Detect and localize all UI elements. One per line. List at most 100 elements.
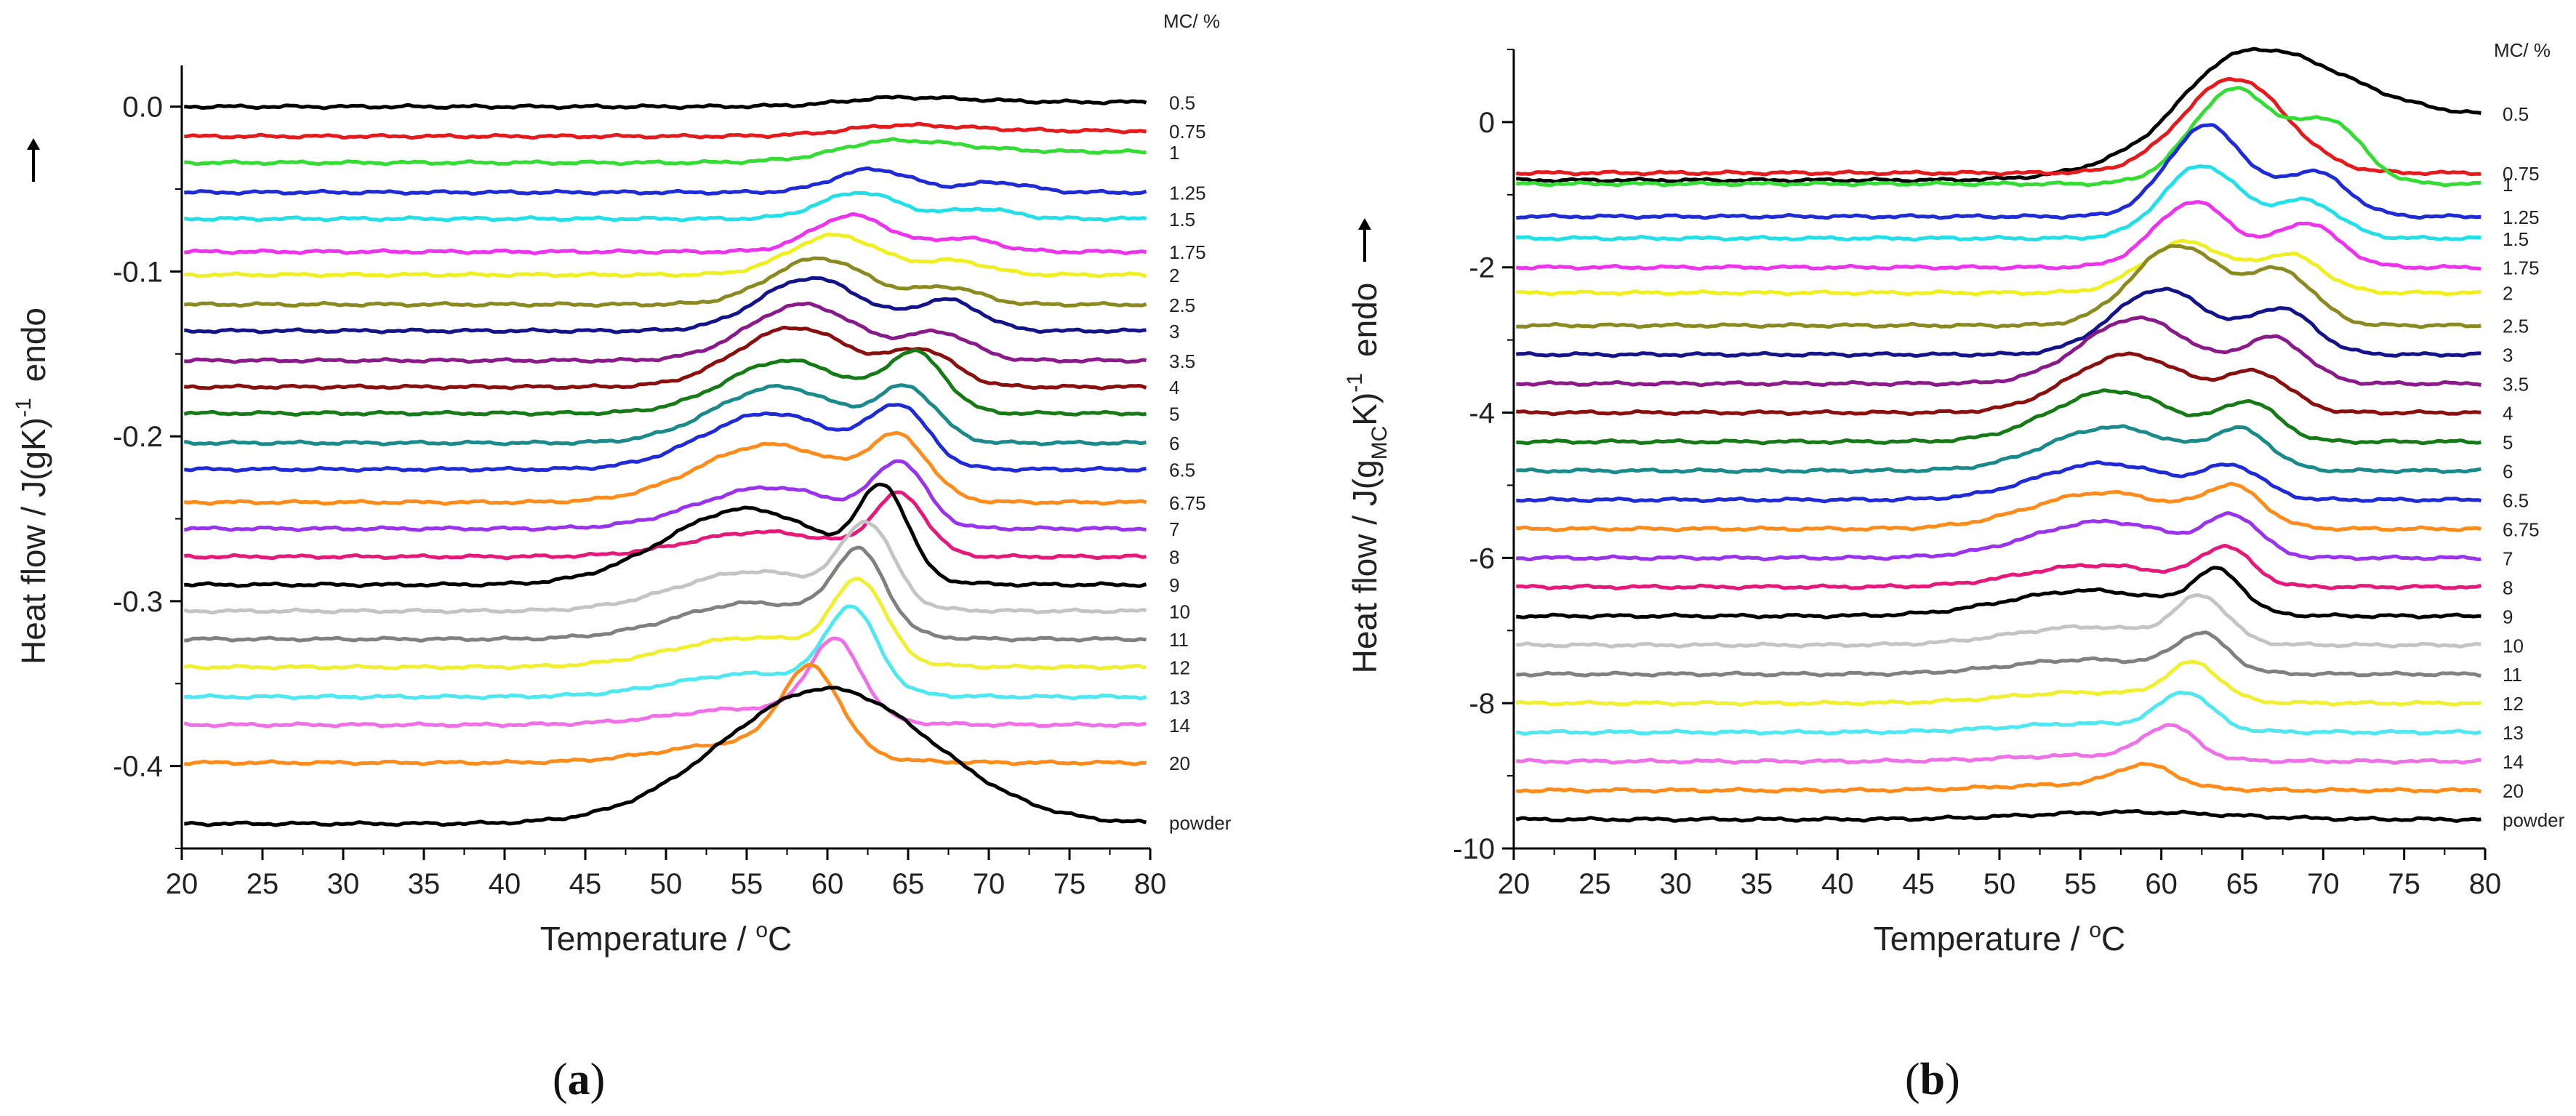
series-line-3: [1515, 286, 2481, 358]
y-axis-label-mid: K): [1346, 393, 1384, 426]
series-line-12: [183, 577, 1147, 671]
series-label: 1: [1169, 142, 1179, 164]
series-line-7: [1516, 511, 2481, 562]
series-line-20: [183, 662, 1147, 766]
series-line-5: [1516, 388, 2481, 446]
x-axis-label-sup: o: [2089, 918, 2101, 942]
series-label: 6.75: [1169, 492, 1206, 514]
x-axis-label-sup: o: [755, 918, 768, 942]
series-line-5: [183, 348, 1147, 417]
series-line-8: [1516, 544, 2482, 591]
series-label: 12: [1169, 657, 1190, 679]
series-label: 6: [1169, 433, 1179, 454]
x-tick-label: 45: [1902, 868, 1935, 900]
y-axis-label-sub: MC: [1368, 426, 1392, 460]
series-label: 5: [1169, 403, 1179, 425]
series-line-3.5: [1516, 315, 2482, 388]
y-axis-label-main: Heat flow / J(g: [1346, 459, 1384, 673]
x-tick-label: 60: [2145, 868, 2178, 900]
series-line-6.75: [1516, 481, 2481, 533]
series-line-0.5: [1516, 47, 2481, 184]
series-label: 1.25: [1169, 182, 1206, 204]
x-tick-label: 40: [1821, 868, 1854, 900]
series-label: 3.5: [1169, 350, 1195, 372]
x-tick-label: 30: [1659, 868, 1692, 900]
series-label: 11: [2503, 664, 2522, 686]
x-tick-label: 50: [1983, 868, 2016, 900]
series-label: 2.5: [2503, 316, 2529, 337]
series-label: 6.5: [1169, 459, 1195, 481]
series-line-13: [1516, 690, 2481, 736]
panel-b: 20 25 30 35 40 45 50 55 60 65 70 75 800-2-4-6-8-10Te…: [1343, 39, 2565, 1104]
panel-a: 20 25 30 35 40 45 50 55 60 65 70 75 800.0-0.1-0.2-0.…: [12, 10, 1232, 1104]
x-tick-label: 45: [569, 868, 602, 900]
series-label: 5: [2503, 432, 2513, 454]
series-line-powder: [1515, 808, 2481, 823]
y-axis-label-main: Heat flow / J(gK): [15, 417, 52, 665]
series-line-11: [1516, 630, 2481, 678]
series-line-6.75: [183, 430, 1147, 506]
x-tick-label: 75: [2388, 868, 2420, 900]
series-label: 1.75: [2503, 257, 2540, 279]
x-axis-label-unit: C: [768, 920, 792, 958]
endo-arrow-icon: [1358, 218, 1371, 230]
series-label: 0.75: [2503, 163, 2540, 185]
y-tick-label: -0.3: [113, 586, 163, 618]
series-line-10: [183, 519, 1147, 615]
series-line-0.5: [184, 95, 1147, 111]
y-axis-label-endo: endo: [1346, 283, 1384, 357]
x-tick-label: 75: [1054, 868, 1086, 900]
series-line-3: [184, 276, 1147, 334]
x-axis-label-unit: C: [2101, 920, 2125, 958]
series-label: 6.5: [2503, 489, 2529, 511]
series-label: 3: [2503, 345, 2513, 366]
series-line-powder: [184, 686, 1147, 827]
series-label: 13: [1169, 686, 1190, 708]
series-label: 14: [1169, 715, 1190, 736]
y-tick-label: -0.2: [113, 421, 163, 453]
series-label: powder: [2503, 809, 2565, 831]
series-line-7: [184, 459, 1147, 532]
series-label: 0.75: [1169, 121, 1206, 142]
series-line-0.75: [1515, 77, 2481, 177]
series-label: 8: [1169, 547, 1179, 569]
series-line-3.5: [184, 301, 1147, 364]
series-label: 20: [2503, 780, 2524, 802]
x-axis-label-main: Temperature /: [1874, 920, 2090, 958]
series-line-13: [183, 604, 1147, 701]
series-label: 6.75: [2503, 518, 2540, 540]
x-tick-label: 70: [973, 868, 1006, 900]
legend-title: MC/ %: [1163, 10, 1220, 32]
y-tick-label: 0: [1479, 107, 1495, 139]
series-line-1: [184, 137, 1147, 166]
y-axis-label-sup: -1: [12, 398, 36, 417]
series-line-2: [1515, 238, 2481, 297]
y-tick-label: 0.0: [122, 92, 163, 124]
series-line-0.75: [184, 121, 1147, 140]
series-label: 3: [1169, 321, 1179, 342]
series-label: 6: [2503, 460, 2513, 482]
series-label: 11: [1169, 629, 1189, 651]
y-axis-label-sup: -1: [1343, 373, 1367, 393]
series-label: 9: [1169, 574, 1179, 596]
series-label: 13: [2503, 722, 2524, 744]
series-line-2.5: [183, 256, 1147, 308]
x-axis-label: Temperature / oC: [1874, 918, 2126, 958]
x-tick-label: 55: [731, 868, 763, 900]
series-label: 10: [1169, 601, 1190, 622]
series-line-2.5: [1516, 244, 2481, 329]
series-label: 10: [2503, 635, 2524, 657]
series-label: 20: [1169, 752, 1190, 774]
series-label: 1: [2503, 174, 2513, 196]
series-line-6.5: [1516, 460, 2482, 504]
series-label: 4: [1169, 377, 1179, 398]
y-tick-label: -0.4: [113, 751, 163, 783]
series-line-2: [184, 232, 1147, 278]
panel-label: (b): [1905, 1055, 1960, 1104]
series-label: 1.5: [1169, 209, 1195, 230]
x-axis-label: Temperature / oC: [540, 918, 793, 958]
series-label: 2: [1169, 265, 1179, 286]
y-tick-label: -0.1: [113, 256, 163, 288]
x-tick-label: 80: [1134, 868, 1167, 900]
